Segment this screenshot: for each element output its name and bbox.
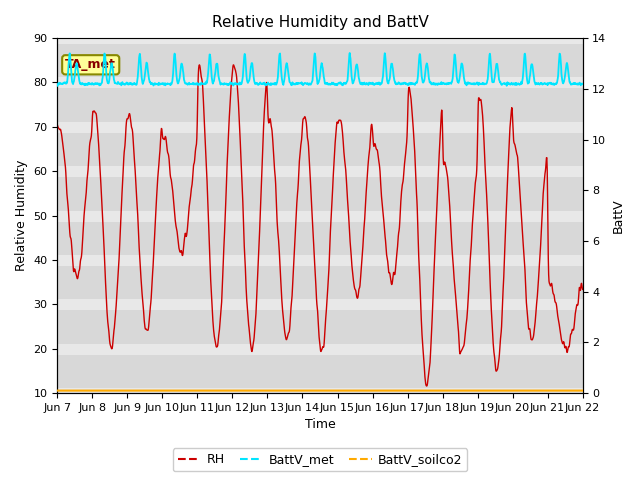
- Legend: RH, BattV_met, BattV_soilco2: RH, BattV_met, BattV_soilco2: [173, 448, 467, 471]
- Title: Relative Humidity and BattV: Relative Humidity and BattV: [212, 15, 428, 30]
- Y-axis label: BattV: BattV: [612, 198, 625, 233]
- Text: TA_met: TA_met: [65, 58, 116, 72]
- Y-axis label: Relative Humidity: Relative Humidity: [15, 160, 28, 271]
- X-axis label: Time: Time: [305, 419, 335, 432]
